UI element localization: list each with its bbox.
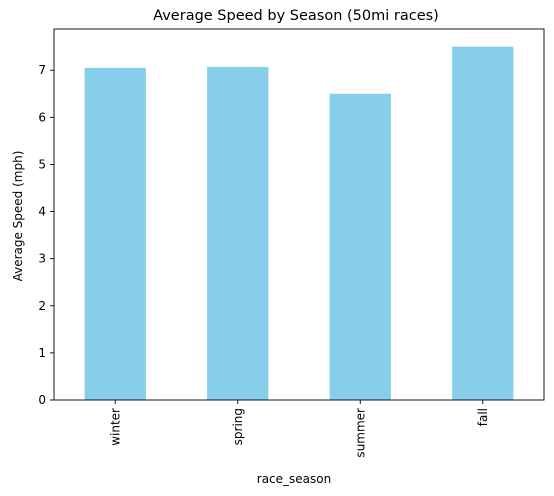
y-ticks-group: 0 1 2 3 4 5 6 7 [38,63,54,407]
y-tick-label: 0 [38,393,46,407]
x-tick-label-summer: summer [353,408,367,458]
axes-group [53,28,545,401]
y-tick-label: 3 [38,252,46,266]
bar-spring [207,66,269,401]
bars-group [84,46,514,401]
x-axis-label: race_season [257,472,331,486]
y-axis-label: Average Speed (mph) [11,151,25,282]
y-tick-label: 4 [38,205,46,219]
y-tick-label: 7 [38,63,46,77]
bar-winter [84,67,146,400]
x-tick-label-winter: winter [108,408,122,446]
chart-title: Average Speed by Season (50mi races) [153,8,439,24]
y-tick-label: 6 [38,110,46,124]
y-tick-label: 1 [38,346,46,360]
bar-summer [329,93,391,401]
bar-fall [452,46,514,401]
y-tick-label: 2 [38,299,46,313]
plot-frame [53,28,545,401]
y-tick-label: 5 [38,157,46,171]
x-tick-label-spring: spring [231,408,245,445]
x-ticks-group: winter spring summer fall [108,400,490,458]
x-tick-label-fall: fall [476,408,490,426]
